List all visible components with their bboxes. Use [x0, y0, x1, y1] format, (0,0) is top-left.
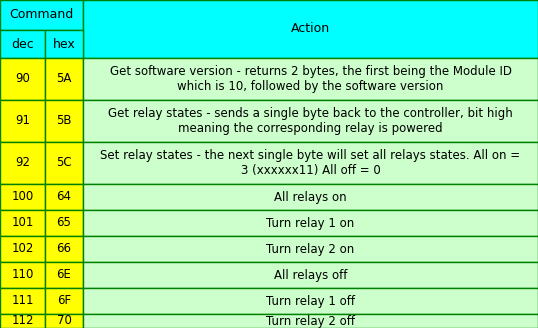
Text: hex: hex [53, 37, 75, 51]
Text: 90: 90 [15, 72, 30, 86]
Bar [0, 184, 45, 210]
Text: Action: Action [291, 23, 330, 35]
Bar [83, 288, 538, 314]
Text: 102: 102 [11, 242, 34, 256]
Bar [45, 184, 83, 210]
Bar [0, 210, 45, 236]
Text: 112: 112 [11, 315, 34, 327]
Text: 5B: 5B [56, 114, 72, 128]
Text: 64: 64 [56, 191, 72, 203]
Bar [0, 100, 45, 142]
Bar [45, 30, 83, 58]
Bar [45, 142, 83, 184]
Text: All relays on: All relays on [274, 191, 347, 203]
Text: 70: 70 [56, 315, 72, 327]
Bar [45, 262, 83, 288]
Bar [0, 30, 45, 58]
Text: 111: 111 [11, 295, 34, 308]
Bar [45, 210, 83, 236]
Text: 101: 101 [11, 216, 34, 230]
Text: 6E: 6E [56, 269, 72, 281]
Bar [83, 100, 538, 142]
Text: 5A: 5A [56, 72, 72, 86]
Text: 6F: 6F [57, 295, 71, 308]
Bar [83, 58, 538, 100]
Bar [0, 0, 83, 30]
Bar [83, 210, 538, 236]
Bar [0, 314, 45, 328]
Text: Turn relay 1 on: Turn relay 1 on [266, 216, 355, 230]
Bar [45, 100, 83, 142]
Bar [0, 236, 45, 262]
Bar [45, 236, 83, 262]
Bar [45, 58, 83, 100]
Text: 65: 65 [56, 216, 72, 230]
Bar [83, 236, 538, 262]
Text: All relays off: All relays off [274, 269, 347, 281]
Text: Set relay states - the next single byte will set all relays states. All on =
3 (: Set relay states - the next single byte … [101, 149, 521, 177]
Text: 100: 100 [11, 191, 33, 203]
Text: dec: dec [11, 37, 34, 51]
Bar [0, 288, 45, 314]
Text: Turn relay 1 off: Turn relay 1 off [266, 295, 355, 308]
Text: Get software version - returns 2 bytes, the first being the Module ID
which is 1: Get software version - returns 2 bytes, … [110, 65, 512, 93]
Text: 110: 110 [11, 269, 34, 281]
Bar [0, 58, 45, 100]
Bar [83, 314, 538, 328]
Bar [0, 262, 45, 288]
Text: 91: 91 [15, 114, 30, 128]
Bar [45, 288, 83, 314]
Bar [45, 314, 83, 328]
Text: Command: Command [9, 9, 74, 22]
Text: 92: 92 [15, 156, 30, 170]
Bar [0, 142, 45, 184]
Text: Turn relay 2 on: Turn relay 2 on [266, 242, 355, 256]
Bar [83, 0, 538, 58]
Text: Get relay states - sends a single byte back to the controller, bit high
meaning : Get relay states - sends a single byte b… [108, 107, 513, 135]
Text: 66: 66 [56, 242, 72, 256]
Bar [83, 262, 538, 288]
Text: Turn relay 2 off: Turn relay 2 off [266, 315, 355, 327]
Bar [83, 142, 538, 184]
Text: 5C: 5C [56, 156, 72, 170]
Bar [83, 184, 538, 210]
